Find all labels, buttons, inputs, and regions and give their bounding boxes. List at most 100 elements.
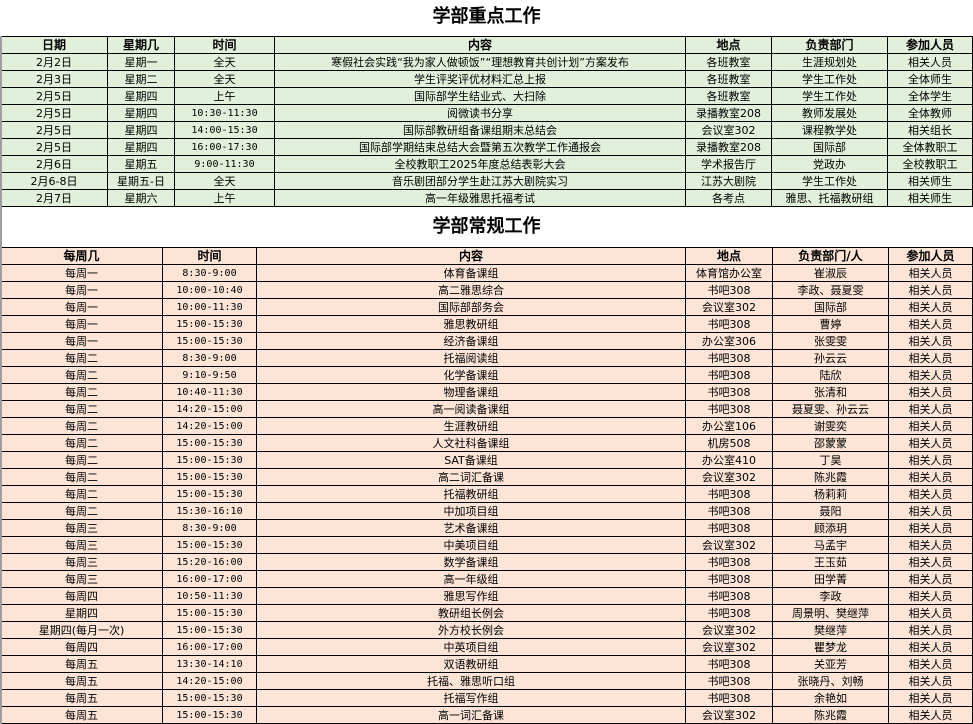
table-cell[interactable]: 上午 xyxy=(174,87,275,105)
table-cell[interactable]: 陆欣 xyxy=(772,366,889,384)
table-cell[interactable]: 每周三 xyxy=(0,536,163,554)
table-cell[interactable]: 人文社科备课组 xyxy=(256,434,686,452)
table-cell[interactable]: 高一年级组 xyxy=(256,570,686,588)
table-cell[interactable]: 寒假社会实践“我为家人做顿饭”“理想教育共创计划”方案发布 xyxy=(274,53,686,71)
table-cell[interactable]: 各班教室 xyxy=(685,53,772,71)
table-cell[interactable]: 各班教室 xyxy=(685,87,772,105)
table-cell[interactable]: 书吧308 xyxy=(685,570,773,588)
table-cell[interactable]: 学生工作处 xyxy=(771,87,888,105)
table-cell[interactable]: 办公室410 xyxy=(685,451,773,469)
table-cell[interactable]: 相关师生 xyxy=(887,189,973,207)
table-cell[interactable]: 相关师生 xyxy=(887,172,973,190)
table-cell[interactable]: 张晓丹、刘畅 xyxy=(772,672,889,690)
table-cell[interactable]: 2月7日 xyxy=(0,189,108,207)
table-cell[interactable]: 全体师生 xyxy=(887,70,973,88)
table-cell[interactable]: 每周二 xyxy=(0,434,163,452)
table-cell[interactable]: 15:00-15:30 xyxy=(162,536,257,554)
table-cell[interactable]: 2月2日 xyxy=(0,53,108,71)
table-cell[interactable]: 学生工作处 xyxy=(771,70,888,88)
table-cell[interactable]: 每周二 xyxy=(0,502,163,520)
table-cell[interactable]: 15:00-15:30 xyxy=(162,706,257,724)
table-cell[interactable]: 相关人员 xyxy=(888,502,973,520)
table-cell[interactable]: 相关人员 xyxy=(888,689,973,707)
table-cell[interactable]: 机房508 xyxy=(685,434,773,452)
table-cell[interactable]: 学生工作处 xyxy=(771,172,888,190)
table-cell[interactable]: 14:00-15:30 xyxy=(174,121,275,139)
table-cell[interactable]: 10:40-11:30 xyxy=(162,383,257,401)
table-cell[interactable]: 书吧308 xyxy=(685,383,773,401)
table-cell[interactable]: 相关人员 xyxy=(888,434,973,452)
table-cell[interactable]: 雅思写作组 xyxy=(256,587,686,605)
table-cell[interactable]: 10:00-10:40 xyxy=(162,281,257,299)
table-cell[interactable]: 书吧308 xyxy=(685,349,773,367)
table-cell[interactable]: 相关人员 xyxy=(888,553,973,571)
table-cell[interactable]: 星期四 xyxy=(107,121,175,139)
table-cell[interactable]: 余艳如 xyxy=(772,689,889,707)
table-cell[interactable]: 相关人员 xyxy=(888,621,973,639)
table-cell[interactable]: 李政、聂夏雯 xyxy=(772,281,889,299)
table-cell[interactable]: 数学备课组 xyxy=(256,553,686,571)
table-cell[interactable]: 经济备课组 xyxy=(256,332,686,350)
table-cell[interactable]: 星期四 xyxy=(0,604,163,622)
table-cell[interactable]: 每周一 xyxy=(0,332,163,350)
table-cell[interactable]: 国际部学生结业式、大扫除 xyxy=(274,87,686,105)
table-cell[interactable]: 全校教职工2025年度总结表彰大会 xyxy=(274,155,686,173)
table-cell[interactable]: 书吧308 xyxy=(685,502,773,520)
table-cell[interactable]: 每周二 xyxy=(0,400,163,418)
table-cell[interactable]: 丁昊 xyxy=(772,451,889,469)
table-cell[interactable]: 张清和 xyxy=(772,383,889,401)
table-cell[interactable]: 陈兆霞 xyxy=(772,468,889,486)
table-cell[interactable]: 托福教研组 xyxy=(256,485,686,503)
table-cell[interactable]: 书吧308 xyxy=(685,689,773,707)
table-cell[interactable]: 书吧308 xyxy=(685,604,773,622)
table-cell[interactable]: 每周三 xyxy=(0,570,163,588)
table-cell[interactable]: 相关人员 xyxy=(888,383,973,401)
table-cell[interactable]: 体育馆办公室 xyxy=(685,264,773,282)
table-cell[interactable]: 会议室302 xyxy=(685,536,773,554)
table-cell[interactable]: SAT备课组 xyxy=(256,451,686,469)
table-cell[interactable]: 学生评奖评优材料汇总上报 xyxy=(274,70,686,88)
table-cell[interactable]: 相关人员 xyxy=(888,672,973,690)
table-cell[interactable]: 8:30-9:00 xyxy=(162,349,257,367)
table-cell[interactable]: 10:00-11:30 xyxy=(162,298,257,316)
table-cell[interactable]: 会议室302 xyxy=(685,298,773,316)
table-cell[interactable]: 相关人员 xyxy=(888,417,973,435)
table-cell[interactable]: 相关人员 xyxy=(888,655,973,673)
table-cell[interactable]: 办公室106 xyxy=(685,417,773,435)
table-cell[interactable]: 中美项目组 xyxy=(256,536,686,554)
table-cell[interactable]: 艺术备课组 xyxy=(256,519,686,537)
table-cell[interactable]: 2月5日 xyxy=(0,121,108,139)
table-cell[interactable]: 国际部教研组备课组期末总结会 xyxy=(274,121,686,139)
table-cell[interactable]: 雅思、托福教研组 xyxy=(771,189,888,207)
table-cell[interactable]: 15:00-15:30 xyxy=(162,451,257,469)
table-cell[interactable]: 化学备课组 xyxy=(256,366,686,384)
table-cell[interactable]: 每周二 xyxy=(0,485,163,503)
table-cell[interactable]: 音乐剧团部分学生赴江苏大剧院实习 xyxy=(274,172,686,190)
table-cell[interactable]: 每周二 xyxy=(0,468,163,486)
table-cell[interactable]: 书吧308 xyxy=(685,400,773,418)
table-cell[interactable]: 9:10-9:50 xyxy=(162,366,257,384)
table-cell[interactable]: 课程教学处 xyxy=(771,121,888,139)
table-cell[interactable]: 每周四 xyxy=(0,638,163,656)
table-cell[interactable]: 书吧308 xyxy=(685,485,773,503)
table-cell[interactable]: 每周二 xyxy=(0,366,163,384)
table-cell[interactable]: 物理备课组 xyxy=(256,383,686,401)
table-cell[interactable]: 15:00-15:30 xyxy=(162,434,257,452)
table-cell[interactable]: 会议室302 xyxy=(685,468,773,486)
table-cell[interactable]: 崔淑辰 xyxy=(772,264,889,282)
table-cell[interactable]: 书吧308 xyxy=(685,315,773,333)
table-cell[interactable]: 15:00-15:30 xyxy=(162,689,257,707)
table-cell[interactable]: 9:00-11:30 xyxy=(174,155,275,173)
table-cell[interactable]: 相关人员 xyxy=(888,451,973,469)
table-cell[interactable]: 关亚芳 xyxy=(772,655,889,673)
table-cell[interactable]: 每周二 xyxy=(0,451,163,469)
table-cell[interactable]: 生涯规划处 xyxy=(771,53,888,71)
table-cell[interactable]: 全校教职工 xyxy=(887,155,973,173)
table-cell[interactable]: 马孟宇 xyxy=(772,536,889,554)
table-cell[interactable]: 教师发展处 xyxy=(771,104,888,122)
table-cell[interactable]: 会议室302 xyxy=(685,621,773,639)
table-cell[interactable]: 托福阅读组 xyxy=(256,349,686,367)
table-cell[interactable]: 每周五 xyxy=(0,655,163,673)
table-cell[interactable]: 陈兆霞 xyxy=(772,706,889,724)
table-cell[interactable]: 星期五 xyxy=(107,155,175,173)
